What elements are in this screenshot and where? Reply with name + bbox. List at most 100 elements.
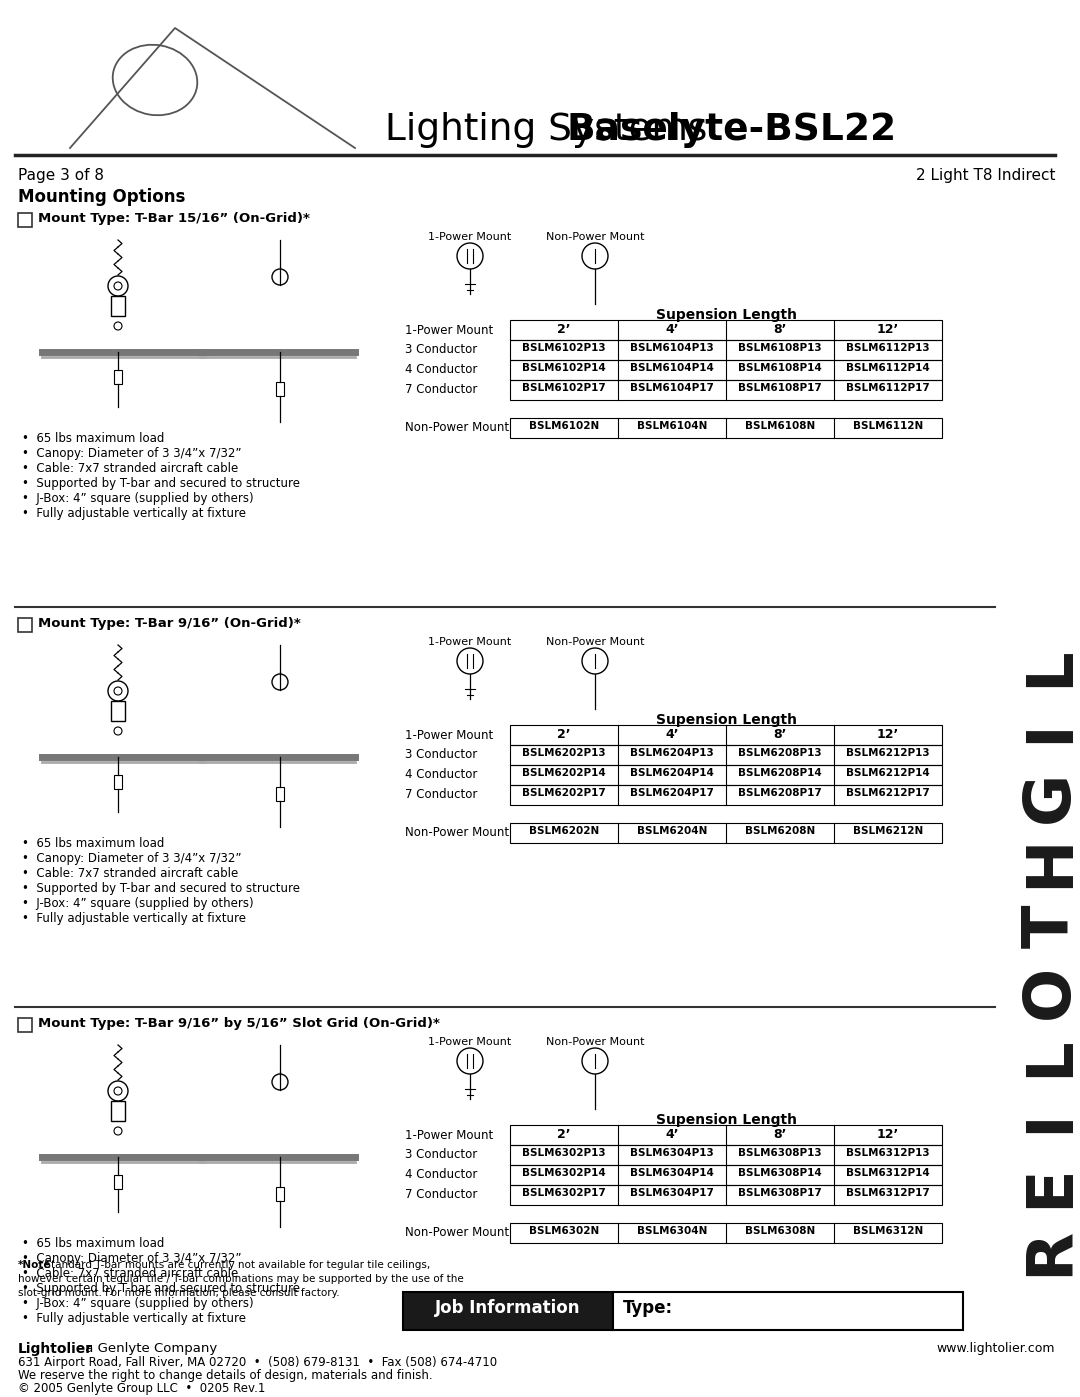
Text: BSLM6312P17: BSLM6312P17 [846, 1187, 930, 1199]
Text: *Note: *Note [18, 1260, 52, 1270]
Text: 1-Power Mount: 1-Power Mount [405, 729, 494, 742]
Text: BSLM6202P13: BSLM6202P13 [523, 747, 606, 759]
Text: R: R [1020, 1227, 1080, 1275]
Text: 3 Conductor: 3 Conductor [405, 1148, 477, 1161]
Text: 7 Conductor: 7 Conductor [405, 383, 477, 395]
Bar [510, 1165, 942, 1185]
Bar [18, 1018, 32, 1032]
Text: BSLM6308P14: BSLM6308P14 [738, 1168, 822, 1178]
Text: BSLM6208N: BSLM6208N [745, 826, 815, 835]
Text: E: E [1020, 1165, 1080, 1208]
Bar [510, 745, 942, 766]
Text: 8’: 8’ [773, 728, 786, 740]
Text: Non-Power Mount: Non-Power Mount [545, 1037, 645, 1046]
Text: Mount Type: T-Bar 9/16” by 5/16” Slot Grid (On-Grid)*: Mount Type: T-Bar 9/16” by 5/16” Slot Gr… [38, 1017, 440, 1030]
Text: : Standard T-bar mounts are currently not available for tegular tile ceilings,: : Standard T-bar mounts are currently no… [18, 1260, 430, 1270]
Text: BSLM6112P17: BSLM6112P17 [846, 383, 930, 393]
Text: Mount Type: T-Bar 9/16” (On-Grid)*: Mount Type: T-Bar 9/16” (On-Grid)* [38, 617, 300, 630]
Text: Non-Power Mount: Non-Power Mount [405, 420, 509, 434]
Text: BSLM6312P13: BSLM6312P13 [847, 1148, 930, 1158]
Text: Non-Power Mount: Non-Power Mount [405, 1227, 509, 1239]
Text: I: I [1020, 719, 1080, 743]
Bar [114, 775, 122, 789]
Text: •  Canopy: Diameter of 3 3/4”x 7/32”: • Canopy: Diameter of 3 3/4”x 7/32” [22, 1252, 242, 1266]
Bar [276, 1187, 284, 1201]
Text: BSLM6108P14: BSLM6108P14 [738, 363, 822, 373]
Text: BSLM6304P17: BSLM6304P17 [630, 1187, 714, 1199]
Text: Non-Power Mount: Non-Power Mount [545, 637, 645, 647]
Text: 4’: 4’ [665, 1127, 678, 1141]
Text: BSLM6108P13: BSLM6108P13 [739, 344, 822, 353]
Text: Non-Power Mount: Non-Power Mount [405, 826, 509, 840]
Text: Supension Length: Supension Length [656, 307, 797, 321]
Text: O: O [1020, 964, 1080, 1018]
Text: •  Cable: 7x7 stranded aircraft cable: • Cable: 7x7 stranded aircraft cable [22, 462, 239, 475]
Text: BSLM6104P14: BSLM6104P14 [630, 363, 714, 373]
Text: Job Information: Job Information [435, 1299, 581, 1317]
Bar [276, 381, 284, 395]
Text: •  Supported by T-bar and secured to structure: • Supported by T-bar and secured to stru… [22, 476, 300, 490]
Text: BSLM6212P14: BSLM6212P14 [846, 768, 930, 778]
Text: BSLM6202P17: BSLM6202P17 [522, 788, 606, 798]
Text: •  Fully adjustable vertically at fixture: • Fully adjustable vertically at fixture [22, 912, 246, 925]
Text: Non-Power Mount: Non-Power Mount [545, 232, 645, 242]
Text: BSLM6308N: BSLM6308N [745, 1227, 815, 1236]
Text: 4 Conductor: 4 Conductor [405, 1168, 477, 1180]
Bar [111, 701, 125, 721]
Text: BSLM6108P17: BSLM6108P17 [738, 383, 822, 393]
Text: 1-Power Mount: 1-Power Mount [429, 232, 512, 242]
Text: Mounting Options: Mounting Options [18, 189, 186, 205]
Text: BSLM6104P17: BSLM6104P17 [630, 383, 714, 393]
Bar [111, 1101, 125, 1120]
Text: BSLM6112N: BSLM6112N [853, 420, 923, 432]
Text: 3 Conductor: 3 Conductor [405, 747, 477, 761]
Text: 2’: 2’ [557, 1127, 570, 1141]
Text: Page 3 of 8: Page 3 of 8 [18, 168, 104, 183]
Text: BSLM6102N: BSLM6102N [529, 420, 599, 432]
Text: 2’: 2’ [557, 323, 570, 337]
Bar [510, 725, 942, 745]
Text: a Genlyte Company: a Genlyte Company [81, 1343, 217, 1355]
Text: BSLM6208P14: BSLM6208P14 [738, 768, 822, 778]
Text: however certain tegular tile / T-bar combinations may be supported by the use of: however certain tegular tile / T-bar com… [18, 1274, 463, 1284]
Bar [510, 766, 942, 785]
Text: •  Fully adjustable vertically at fixture: • Fully adjustable vertically at fixture [22, 1312, 246, 1324]
Text: BSLM6204P17: BSLM6204P17 [630, 788, 714, 798]
Text: 7 Conductor: 7 Conductor [405, 1187, 477, 1201]
Bar [114, 370, 122, 384]
Text: © 2005 Genlyte Group LLC  •  0205 Rev.1: © 2005 Genlyte Group LLC • 0205 Rev.1 [18, 1382, 266, 1396]
Text: 12’: 12’ [877, 1127, 900, 1141]
Text: L: L [1020, 647, 1080, 687]
Text: Baselyte-BSL22: Baselyte-BSL22 [567, 112, 897, 148]
Text: BSLM6308P17: BSLM6308P17 [738, 1187, 822, 1199]
Text: 4 Conductor: 4 Conductor [405, 768, 477, 781]
Bar [510, 1185, 942, 1206]
Text: slot-grid mount. For more information, please consult factory.: slot-grid mount. For more information, p… [18, 1288, 339, 1298]
Bar [276, 787, 284, 800]
Bar [18, 617, 32, 631]
Text: 7 Conductor: 7 Conductor [405, 788, 477, 800]
Text: I: I [1020, 1109, 1080, 1133]
Text: Type:: Type: [623, 1299, 673, 1317]
Bar [114, 1175, 122, 1189]
Text: 4 Conductor: 4 Conductor [405, 363, 477, 376]
Text: 1-Power Mount: 1-Power Mount [429, 1037, 512, 1046]
Text: •  J-Box: 4” square (supplied by others): • J-Box: 4” square (supplied by others) [22, 897, 254, 909]
Text: 8’: 8’ [773, 323, 786, 337]
Text: 1-Power Mount: 1-Power Mount [429, 637, 512, 647]
Text: BSLM6102P13: BSLM6102P13 [523, 344, 606, 353]
Text: BSLM6208P17: BSLM6208P17 [738, 788, 822, 798]
Text: L: L [1020, 1037, 1080, 1077]
Text: •  Cable: 7x7 stranded aircraft cable: • Cable: 7x7 stranded aircraft cable [22, 1267, 239, 1280]
Text: BSLM6208P13: BSLM6208P13 [739, 747, 822, 759]
Text: BSLM6312P14: BSLM6312P14 [846, 1168, 930, 1178]
Text: BSLM6312N: BSLM6312N [853, 1227, 923, 1236]
Text: BSLM6212P13: BSLM6212P13 [847, 747, 930, 759]
Text: BSLM6304N: BSLM6304N [637, 1227, 707, 1236]
Text: T: T [1020, 905, 1080, 949]
Text: 2’: 2’ [557, 728, 570, 740]
Text: BSLM6112P14: BSLM6112P14 [846, 363, 930, 373]
Text: BSLM6102P17: BSLM6102P17 [522, 383, 606, 393]
Text: BSLM6302P14: BSLM6302P14 [522, 1168, 606, 1178]
Text: 631 Airport Road, Fall River, MA 02720  •  (508) 679-8131  •  Fax (508) 674-4710: 631 Airport Road, Fall River, MA 02720 •… [18, 1356, 497, 1369]
